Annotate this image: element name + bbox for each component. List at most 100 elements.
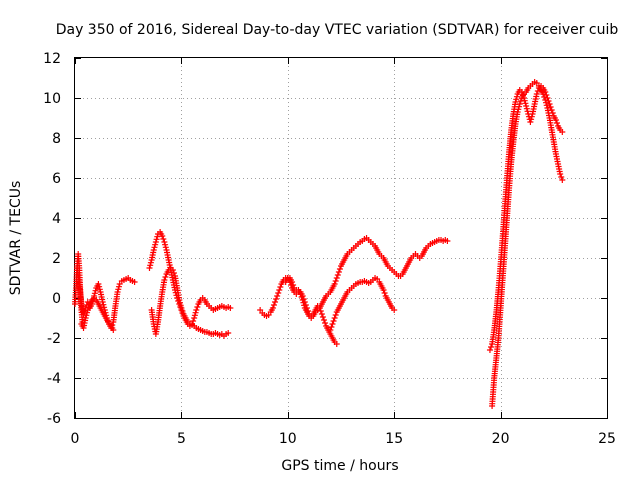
data-point-marker [162, 244, 169, 251]
data-point-marker [112, 300, 119, 307]
data-point-marker [319, 314, 326, 320]
data-point-marker [510, 136, 517, 143]
data-point-marker [542, 89, 549, 95]
data-point-marker [176, 299, 183, 306]
data-point-marker [92, 287, 99, 294]
data-point-marker [557, 171, 564, 177]
data-point-marker [444, 238, 451, 244]
data-point-marker [491, 324, 498, 331]
y-tick-label: 12 [43, 51, 61, 67]
data-point-marker [275, 290, 282, 296]
data-point-marker [559, 129, 566, 135]
data-point-marker [131, 279, 138, 285]
data-point-marker [178, 305, 185, 311]
data-point-marker [334, 272, 341, 278]
data-point-marker [78, 303, 85, 310]
data-point-marker [153, 328, 160, 335]
data-point-marker [193, 307, 200, 313]
data-point-marker [164, 249, 171, 256]
data-point-marker [331, 315, 338, 321]
data-point-marker [82, 315, 89, 321]
data-point-marker [151, 244, 158, 251]
data-point-marker [115, 283, 122, 290]
data-point-marker [329, 321, 336, 327]
data-point-marker [552, 117, 559, 123]
data-point-marker [558, 174, 565, 180]
data-point-marker [289, 279, 296, 285]
data-point-marker [84, 307, 91, 313]
data-point-marker [298, 294, 305, 300]
data-point-marker [276, 287, 283, 293]
x-tick-labels: 0 5 10 15 20 25 [71, 431, 616, 447]
x-axis-label: GPS time / hours [281, 458, 398, 474]
data-point-marker [154, 233, 161, 240]
data-point-marker [528, 113, 535, 120]
data-point-marker [161, 277, 168, 283]
data-point-marker [489, 338, 496, 345]
y-tick-label: -2 [47, 331, 61, 347]
data-point-marker [162, 241, 169, 248]
data-point-marker [159, 233, 166, 239]
data-point-marker [322, 320, 329, 326]
data-point-marker [381, 290, 388, 296]
data-point-marker [486, 347, 493, 353]
data-point-marker [544, 95, 551, 101]
data-point-marker [110, 327, 117, 333]
x-tick-label: 10 [279, 431, 297, 447]
data-point-marker [320, 317, 327, 323]
y-tick-label: 8 [52, 131, 61, 147]
data-point-marker [493, 352, 500, 359]
data-point-marker [521, 95, 528, 101]
data-point-marker [495, 332, 502, 339]
series-arc-02 [74, 265, 138, 331]
data-point-marker [147, 262, 154, 269]
data-point-marker [273, 296, 280, 302]
data-point-marker [149, 254, 156, 261]
data-point-marker [110, 316, 117, 323]
data-point-marker [508, 156, 515, 163]
data-point-marker [159, 286, 166, 293]
data-point-marker [547, 104, 554, 110]
x-tick-label: 0 [71, 431, 80, 447]
data-point-marker [497, 258, 504, 265]
data-point-marker [172, 275, 179, 282]
data-point-marker [162, 274, 169, 280]
data-point-marker [95, 281, 102, 287]
data-point-marker [166, 259, 173, 266]
data-point-marker [333, 341, 340, 347]
data-point-marker [225, 330, 232, 336]
data-point-marker [546, 101, 553, 107]
data-point-marker [504, 172, 511, 179]
data-point-marker [530, 108, 537, 115]
data-point-marker [157, 300, 164, 307]
y-tick-label: -4 [47, 371, 61, 387]
data-markers [72, 79, 566, 409]
data-point-marker [174, 287, 181, 294]
y-axis-label: SDTVAR / TECUs [8, 181, 24, 296]
data-point-marker [518, 89, 525, 95]
series-arc-09 [489, 79, 566, 409]
data-point-marker [290, 282, 297, 288]
data-point-marker [96, 283, 103, 290]
data-point-marker [318, 311, 325, 317]
data-point-marker [546, 117, 553, 124]
x-tick-label: 20 [492, 431, 510, 447]
data-point-marker [521, 97, 528, 104]
data-point-marker [502, 200, 509, 207]
data-point-marker [524, 108, 531, 115]
data-point-marker [152, 239, 159, 245]
data-point-marker [76, 281, 83, 288]
data-point-marker [277, 284, 284, 290]
data-point-marker [270, 302, 277, 308]
data-point-marker [335, 269, 342, 275]
data-point-marker [269, 305, 276, 311]
data-point-marker [528, 116, 535, 123]
data-point-marker [100, 301, 107, 308]
data-point-marker [91, 290, 98, 297]
data-point-marker [155, 316, 162, 323]
data-point-marker [495, 284, 502, 291]
data-point-marker [523, 103, 530, 109]
data-point-marker [543, 92, 550, 98]
